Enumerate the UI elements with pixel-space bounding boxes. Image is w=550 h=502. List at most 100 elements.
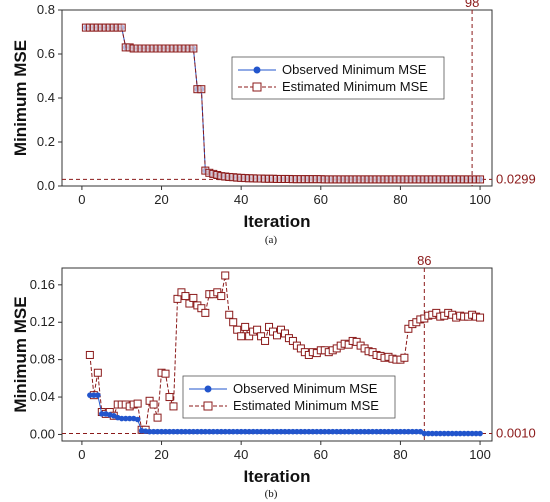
point-observed (457, 430, 463, 437)
point-observed (118, 415, 125, 422)
point-observed (413, 428, 420, 435)
point-observed (409, 428, 416, 435)
point-observed (278, 428, 284, 435)
vline-label: 98 (465, 0, 479, 10)
point-observed (341, 428, 348, 435)
chart-a: 0 20 40 60 80 100 0.0 0.2 0.4 0.6 0.8 Iteration Mini… (11, 0, 536, 246)
point-observed (441, 430, 448, 437)
point-estimated (169, 402, 178, 411)
point-observed (174, 428, 181, 435)
vline-label: 86 (417, 253, 431, 268)
point-estimated (189, 293, 198, 302)
point-estimated (233, 325, 242, 334)
point-observed (453, 430, 459, 437)
point-observed (389, 428, 396, 435)
point-observed (294, 428, 300, 435)
point-observed (401, 428, 408, 435)
point-observed (230, 428, 237, 435)
point-observed (242, 428, 248, 435)
point-observed (234, 428, 240, 435)
point-observed (469, 430, 475, 437)
point-observed (465, 430, 471, 437)
point-observed (99, 411, 105, 417)
point-observed (126, 415, 133, 422)
point-observed (317, 428, 324, 435)
point-observed (373, 428, 380, 435)
point-estimated (476, 175, 485, 184)
point-observed (337, 428, 344, 435)
point-estimated (400, 353, 409, 362)
x-tick-label: 80 (393, 192, 407, 207)
point-estimated (93, 368, 102, 377)
y-tick-label: 0.0 (37, 178, 55, 193)
x-tick-label: 40 (234, 192, 248, 207)
point-observed (91, 392, 97, 398)
point-observed (473, 430, 479, 437)
y-tick-label: 0.2 (37, 134, 55, 149)
point-observed (282, 428, 288, 435)
x-tick-label: 20 (154, 447, 168, 462)
point-observed (270, 428, 276, 435)
point-observed (238, 428, 244, 435)
x-tick-label: 0 (78, 447, 85, 462)
point-observed (87, 392, 93, 398)
hline-label: 0.0299 (496, 171, 536, 186)
point-observed (182, 428, 189, 435)
point-observed (162, 428, 169, 435)
point-observed (357, 428, 364, 435)
point-observed (178, 428, 185, 435)
point-observed (477, 430, 483, 437)
x-tick-label: 100 (469, 192, 491, 207)
point-observed (286, 428, 292, 435)
point-observed (254, 428, 260, 435)
point-observed (445, 430, 452, 437)
point-observed (306, 428, 312, 435)
point-observed (158, 428, 165, 435)
legend-label-observed: Observed Minimum MSE (233, 381, 378, 396)
y-tick-label: 0.12 (30, 314, 55, 329)
point-observed (95, 392, 101, 398)
y-tick-label: 0.00 (30, 426, 55, 441)
point-observed (266, 428, 272, 435)
point-observed (329, 428, 336, 435)
point-observed (425, 430, 432, 437)
point-observed (290, 428, 296, 435)
point-observed (461, 430, 467, 437)
point-estimated (197, 85, 206, 94)
legend-label-estimated: Estimated Minimum MSE (282, 79, 428, 94)
point-observed (377, 428, 384, 435)
point-observed (345, 428, 352, 435)
point-observed (226, 428, 233, 435)
point-estimated (221, 271, 230, 280)
chart-b: 0 20 40 60 80 100 0.00 0.04 0.08 0.12 0.16 Iteratio… (11, 253, 536, 500)
point-estimated (217, 292, 226, 301)
x-tick-label: 60 (314, 447, 328, 462)
legend-marker-observed (204, 385, 212, 393)
point-observed (429, 430, 436, 437)
point-observed (146, 428, 153, 435)
point-estimated (237, 332, 246, 341)
point-estimated (181, 292, 190, 301)
x-tick-label: 20 (154, 192, 168, 207)
point-observed (202, 428, 209, 435)
point-estimated (241, 322, 250, 331)
point-observed (210, 428, 217, 435)
point-observed (393, 428, 400, 435)
y-tick-label: 0.4 (37, 90, 55, 105)
point-observed (206, 428, 213, 435)
point-observed (190, 428, 197, 435)
point-observed (170, 428, 177, 435)
y-tick-label: 0.04 (30, 389, 55, 404)
x-tick-label: 60 (314, 192, 328, 207)
point-observed (385, 428, 392, 435)
point-estimated (153, 413, 162, 422)
x-tick-label: 80 (393, 447, 407, 462)
point-estimated (85, 350, 94, 359)
point-observed (437, 430, 444, 437)
point-observed (298, 428, 304, 435)
point-estimated (133, 399, 142, 408)
point-observed (353, 428, 360, 435)
x-tick-label: 100 (469, 447, 491, 462)
point-observed (274, 428, 280, 435)
